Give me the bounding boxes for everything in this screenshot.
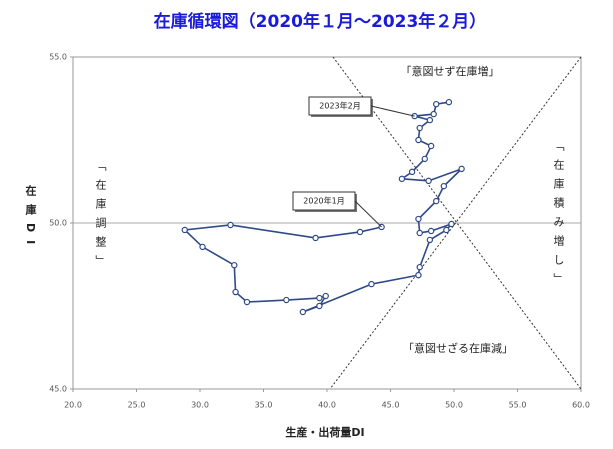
x-tick-label: 50.0 [445,401,463,410]
x-tick-label: 20.0 [64,401,82,410]
quadrant-label: 「意図せず在庫増」 [401,64,500,78]
data-point [416,263,423,271]
data-point [322,292,329,300]
data-point [299,308,307,316]
data-point [312,234,319,242]
y-tick-label: 55.0 [49,53,67,62]
data-point [227,221,234,229]
data-point [199,243,206,251]
data-point [430,110,437,118]
data-point [181,226,188,234]
x-tick-label: 45.0 [382,401,400,410]
data-point [368,280,375,288]
y-tick-label: 50.0 [49,219,67,228]
data-point [416,229,423,237]
x-tick-label: 40.0 [318,401,336,410]
data-point [416,124,423,132]
x-tick-label: 55.0 [509,401,527,410]
data-point [448,220,455,228]
quadrant-label: 「在庫積み増し」 [552,140,565,292]
callout-label: 2023年2月 [319,101,360,111]
x-axis-label: 生産・出荷量DI [285,425,364,439]
data-point [426,116,434,124]
x-tick-label: 35.0 [255,401,273,410]
quadrant-label: 「在庫調整」 [94,160,107,274]
data-point [458,165,465,173]
data-point [415,271,422,279]
x-tick-label: 25.0 [128,401,146,410]
data-point [415,136,422,144]
callout-leader [354,200,382,228]
data-point [440,182,448,190]
data-point [232,288,239,296]
data-point [425,177,432,185]
y-tick-label: 45.0 [49,385,67,394]
data-point [433,100,440,108]
diagonal [332,56,582,390]
data-point [415,215,422,223]
data-point [316,302,323,310]
data-point [445,98,453,106]
data-point [443,226,450,234]
data-point [427,142,435,150]
data-point [316,294,323,302]
data-point [421,155,428,163]
data-point [283,296,290,304]
chart-title: 在庫循環図（2020年１月～2023年２月） [154,11,487,32]
data-point [427,227,435,235]
callout-label: 2020年1月 [303,196,344,206]
y-axis-label: 在庫DI [24,184,37,253]
data-point [426,236,434,244]
data-point [356,228,364,236]
data-point [398,175,406,183]
data-point [231,261,238,269]
callout-leader [370,105,415,117]
data-point [243,298,251,306]
x-tick-label: 60.0 [572,401,590,410]
diagonal [329,56,582,390]
quadrant-label: 「意図せざる在庫減」 [403,341,513,355]
data-point [408,168,416,176]
data-point [433,197,440,205]
x-tick-label: 30.0 [191,401,209,410]
